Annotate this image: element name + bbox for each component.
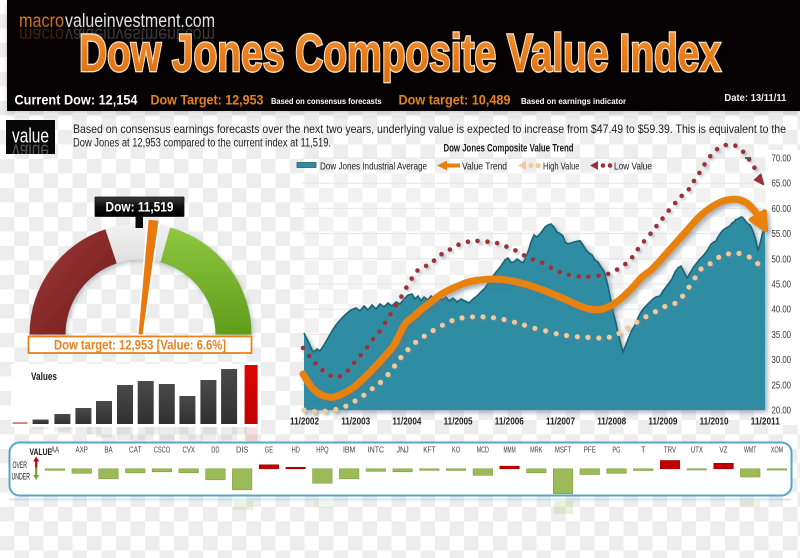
svg-text:INTC: INTC [368, 446, 385, 455]
svg-text:High Value: High Value [543, 161, 580, 173]
svg-text:Values: Values [31, 371, 57, 383]
svg-text:T: T [641, 446, 646, 455]
svg-text:11/2010: 11/2010 [700, 417, 729, 428]
svg-text:MRK: MRK [530, 446, 543, 455]
svg-text:11/2005: 11/2005 [444, 417, 473, 428]
svg-text:11/2003: 11/2003 [341, 417, 370, 428]
svg-text:Dow target: 12,953 [Value: 6.6: Dow target: 12,953 [Value: 6.6%] [54, 338, 226, 353]
svg-text:CVX: CVX [183, 446, 196, 455]
svg-text:40.00: 40.00 [772, 305, 792, 316]
svg-text:Dow Jones Industrial Average: Dow Jones Industrial Average [320, 161, 427, 173]
svg-text:UNDER: UNDER [12, 472, 31, 483]
svg-text:PFE: PFE [584, 446, 596, 455]
svg-text:UTX: UTX [691, 446, 704, 455]
svg-text:45.00: 45.00 [772, 280, 792, 291]
svg-text:VZ: VZ [719, 446, 727, 455]
svg-text:value: value [12, 126, 49, 148]
svg-text:OVER: OVER [13, 460, 28, 471]
svg-text:Date: 13/11/11: Date: 13/11/11 [724, 92, 786, 104]
svg-text:JNJ: JNJ [396, 446, 408, 455]
svg-text:PG: PG [612, 446, 620, 455]
svg-text:11/2009: 11/2009 [648, 417, 677, 428]
svg-text:MMM: MMM [503, 446, 515, 455]
svg-text:Value Trend: Value Trend [462, 161, 507, 173]
svg-text:XOM: XOM [771, 446, 783, 455]
svg-text:Current Dow: 12,154: Current Dow: 12,154 [15, 92, 138, 107]
svg-text:11/2006: 11/2006 [495, 417, 524, 428]
svg-text:VALUE: VALUE [30, 447, 53, 458]
svg-text:Dow Target: 12,953: Dow Target: 12,953 [151, 91, 264, 107]
svg-text:11/2004: 11/2004 [392, 417, 421, 428]
svg-text:11/2011: 11/2011 [751, 417, 780, 428]
svg-text:DD: DD [211, 446, 219, 455]
svg-text:WMT: WMT [744, 446, 756, 455]
svg-text:MSFT: MSFT [555, 446, 572, 455]
svg-text:AA: AA [51, 446, 60, 455]
svg-text:11/2007: 11/2007 [546, 417, 575, 428]
svg-text:25.00: 25.00 [772, 380, 792, 391]
svg-text:30.00: 30.00 [772, 355, 792, 366]
svg-text:11/2002: 11/2002 [290, 417, 319, 428]
svg-text:Low Value: Low Value [614, 161, 652, 173]
svg-text:macro: macro [19, 10, 64, 32]
svg-text:valueinvestment.com: valueinvestment.com [65, 24, 215, 46]
svg-text:GE: GE [265, 446, 273, 455]
svg-text:20.00: 20.00 [772, 406, 792, 417]
svg-text:Dow Jones Composite Value Tren: Dow Jones Composite Value Trend [444, 143, 574, 155]
svg-text:Dow Jones at 12,953 compared t: Dow Jones at 12,953 compared to the curr… [73, 135, 331, 149]
svg-text:KFT: KFT [423, 446, 435, 455]
svg-text:TRV: TRV [664, 446, 677, 455]
svg-text:Dow: 11,519: Dow: 11,519 [106, 200, 174, 215]
svg-text:CAT: CAT [129, 446, 141, 455]
svg-text:DIS: DIS [236, 446, 248, 455]
svg-text:KO: KO [452, 446, 460, 455]
svg-text:11/2008: 11/2008 [597, 417, 626, 428]
svg-text:Based on consensus forecasts: Based on consensus forecasts [271, 96, 382, 106]
svg-text:HPQ: HPQ [316, 446, 328, 455]
svg-text:MCD: MCD [477, 446, 490, 455]
svg-text:Based on earnings indicator: Based on earnings indicator [521, 96, 627, 106]
svg-text:50.00: 50.00 [772, 254, 792, 265]
svg-text:AXP: AXP [76, 446, 88, 455]
svg-text:60.00: 60.00 [772, 204, 792, 215]
svg-text:valueinvestment.com: valueinvestment.com [65, 10, 215, 32]
svg-text:35.00: 35.00 [772, 330, 792, 341]
svg-text:Dow target: 10,489: Dow target: 10,489 [399, 91, 511, 107]
svg-text:HD: HD [292, 446, 300, 455]
svg-text:BA: BA [104, 446, 113, 455]
svg-text:CSCO: CSCO [154, 446, 170, 455]
svg-text:macro: macro [19, 24, 64, 46]
svg-text:65.00: 65.00 [772, 179, 792, 190]
svg-text:IBM: IBM [343, 446, 355, 455]
svg-text:Based on consensus earnings fo: Based on consensus earnings forecasts ov… [73, 122, 786, 136]
svg-text:Dow Jones Composite Value Inde: Dow Jones Composite Value Index [79, 24, 721, 83]
svg-text:value: value [12, 140, 49, 162]
svg-text:55.00: 55.00 [772, 229, 792, 240]
svg-text:70.00: 70.00 [772, 154, 792, 165]
